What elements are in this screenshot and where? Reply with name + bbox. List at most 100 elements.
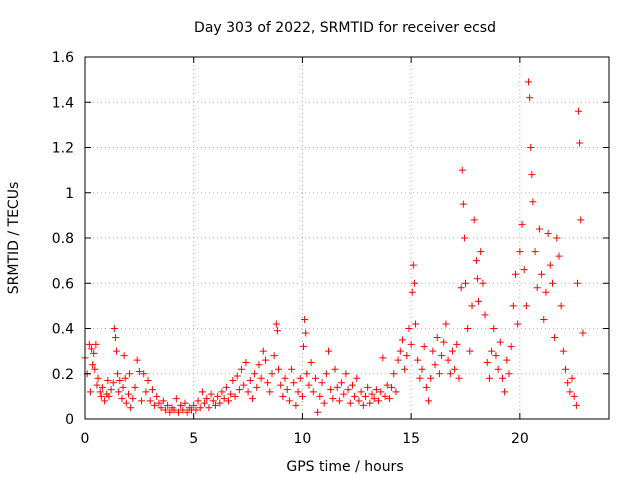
data-point (302, 329, 310, 337)
data-point (457, 284, 465, 292)
data-point (325, 347, 333, 355)
data-point (148, 386, 156, 394)
data-point (335, 397, 343, 405)
data-point (348, 381, 356, 389)
data-point (311, 374, 319, 382)
data-point (427, 374, 435, 382)
data-point (327, 386, 335, 394)
data-point (557, 302, 565, 310)
y-tick-label: 1.2 (52, 141, 74, 157)
data-point (174, 408, 182, 416)
data-point (121, 374, 129, 382)
data-point (107, 386, 115, 394)
data-point (528, 171, 536, 179)
data-point (461, 279, 469, 287)
data-point (531, 248, 539, 256)
data-point (172, 395, 180, 403)
data-point (559, 347, 567, 355)
data-point (124, 390, 132, 398)
x-tick-label: 20 (511, 431, 529, 447)
data-point (91, 365, 99, 373)
data-point (525, 78, 533, 86)
data-point (475, 297, 483, 305)
data-point (105, 392, 113, 400)
data-point (309, 388, 317, 396)
data-point (451, 365, 459, 373)
data-point (553, 234, 561, 242)
data-point (218, 388, 226, 396)
data-point (116, 377, 124, 385)
data-point (96, 388, 104, 396)
data-point (342, 370, 350, 378)
data-point (455, 374, 463, 382)
data-point (481, 311, 489, 319)
data-point (509, 302, 517, 310)
x-tick-label: 10 (294, 431, 312, 447)
data-point (470, 216, 478, 224)
data-point (577, 216, 585, 224)
data-point (246, 377, 254, 385)
data-point (164, 401, 172, 409)
data-point (305, 381, 313, 389)
data-point (85, 340, 93, 348)
data-point (464, 325, 472, 332)
data-point (446, 370, 454, 378)
data-point (225, 397, 233, 405)
data-point (344, 386, 352, 394)
data-point (231, 392, 239, 400)
data-point (388, 383, 396, 391)
data-point (383, 381, 391, 389)
data-point (459, 200, 467, 208)
data-point (408, 288, 416, 296)
chart-title: Day 303 of 2022, SRMTID for receiver ecs… (194, 20, 496, 36)
data-point (101, 397, 109, 405)
y-tick-label: 1 (65, 186, 74, 202)
y-tick-label: 1.4 (52, 95, 74, 111)
data-point (192, 406, 200, 414)
data-point (507, 343, 515, 351)
data-point (285, 397, 293, 405)
data-point (548, 279, 556, 287)
data-point (97, 392, 105, 400)
data-point (270, 352, 278, 360)
data-point (466, 347, 474, 355)
data-point (518, 220, 526, 228)
data-point (227, 390, 235, 398)
data-point (453, 340, 461, 348)
data-point (220, 395, 228, 403)
data-point (238, 365, 246, 373)
data-point (425, 397, 433, 405)
data-point (296, 374, 304, 382)
data-point (496, 338, 504, 346)
data-point (300, 343, 308, 351)
data-point (266, 388, 274, 396)
data-point (485, 374, 493, 382)
data-point (420, 343, 428, 351)
data-point (110, 325, 118, 332)
data-point (526, 94, 534, 102)
data-point (294, 388, 302, 396)
data-point (292, 401, 300, 409)
data-point (242, 358, 250, 366)
data-point (333, 383, 341, 391)
data-point (277, 381, 285, 389)
data-point (146, 397, 154, 405)
x-tick-label: 15 (402, 431, 420, 447)
data-point (303, 370, 311, 378)
data-point (301, 315, 309, 323)
data-point (570, 392, 578, 400)
data-point (144, 377, 152, 385)
data-point (203, 395, 211, 403)
data-point (522, 302, 530, 310)
data-point (575, 107, 583, 115)
data-point (372, 386, 380, 394)
data-point (114, 370, 122, 378)
data-point (479, 279, 487, 287)
data-point (198, 388, 206, 396)
data-point (251, 370, 259, 378)
data-point (86, 388, 94, 396)
data-point (370, 395, 378, 403)
data-point (281, 374, 289, 382)
data-point (477, 248, 485, 256)
data-point (127, 404, 135, 412)
